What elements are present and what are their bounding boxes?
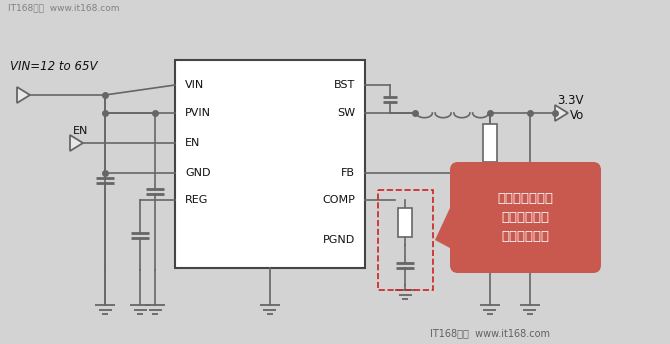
Text: PGND: PGND	[323, 235, 355, 245]
Text: 电流模式控制，
零部件数量少
相位补偿简单: 电流模式控制， 零部件数量少 相位补偿简单	[498, 192, 553, 243]
Text: IT168网站  www.it168.com: IT168网站 www.it168.com	[430, 328, 550, 338]
Polygon shape	[17, 87, 30, 103]
Text: GND: GND	[185, 168, 210, 178]
Bar	[483, 124, 497, 162]
Polygon shape	[555, 105, 568, 121]
Polygon shape	[70, 135, 83, 151]
Text: Vo: Vo	[570, 108, 584, 121]
FancyBboxPatch shape	[450, 162, 601, 273]
Text: REG: REG	[185, 195, 208, 205]
Bar	[175, 60, 365, 268]
Polygon shape	[435, 180, 463, 255]
Text: EN: EN	[185, 138, 200, 148]
Text: COMP: COMP	[322, 195, 355, 205]
Bar	[378, 190, 433, 290]
Bar	[399, 208, 413, 237]
Text: SW: SW	[337, 108, 355, 118]
Text: IT168网站  www.it168.com: IT168网站 www.it168.com	[8, 3, 119, 12]
Text: BST: BST	[334, 80, 355, 90]
Text: PVIN: PVIN	[185, 108, 211, 118]
Text: EN: EN	[73, 126, 88, 136]
Bar	[483, 191, 497, 252]
Text: VIN=12 to 65V: VIN=12 to 65V	[10, 60, 98, 73]
Text: FB: FB	[341, 168, 355, 178]
Text: 3.3V: 3.3V	[557, 94, 584, 107]
Text: VIN: VIN	[185, 80, 204, 90]
